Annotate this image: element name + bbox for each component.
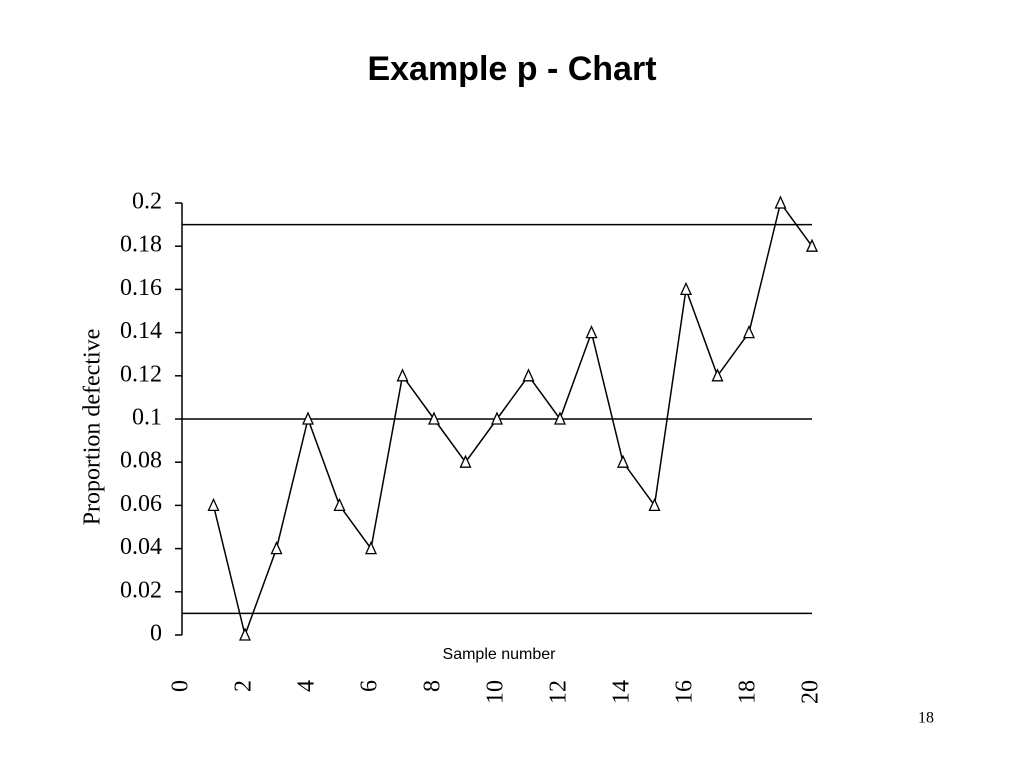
x-tick-label: 16	[672, 680, 698, 704]
data-point	[301, 411, 315, 425]
data-point	[238, 627, 252, 641]
y-tick-label: 0.16	[120, 275, 162, 301]
data-point	[270, 541, 283, 555]
data-point	[427, 411, 441, 425]
y-tick-label: 0.12	[120, 361, 162, 387]
y-tick-label: 0.1	[132, 405, 162, 431]
y-tick-label: 0.18	[120, 232, 162, 258]
data-point	[396, 368, 409, 382]
data-point	[679, 281, 693, 296]
data-point	[742, 325, 756, 339]
data-point	[774, 195, 787, 209]
data-point	[711, 368, 724, 382]
x-tick-label: 0	[168, 680, 194, 692]
y-tick-label: 0.08	[120, 448, 162, 474]
data-point	[585, 325, 598, 339]
data-point	[648, 497, 661, 512]
data-line	[212, 201, 813, 638]
x-tick-label: 18	[735, 680, 761, 704]
x-tick-label: 20	[798, 680, 824, 704]
y-tick-label: 0.14	[120, 318, 162, 344]
data-point	[333, 497, 346, 512]
data-point	[459, 454, 472, 468]
chart-title: Example p - Chart	[367, 50, 656, 88]
data-point	[490, 411, 504, 425]
data-point	[207, 497, 220, 512]
x-tick-label: 4	[294, 680, 320, 692]
y-tick-label: 0.04	[120, 534, 162, 560]
data-point	[805, 238, 819, 252]
data-point	[553, 411, 567, 425]
x-tick-label: 8	[420, 680, 446, 692]
x-tick-label: 12	[546, 680, 572, 704]
y-tick-label: 0.2	[132, 189, 162, 215]
page-number: 18	[918, 710, 934, 727]
y-tick-label: 0.06	[120, 491, 162, 517]
x-tick-label: 6	[357, 680, 383, 692]
y-tick-label: 0.02	[120, 577, 162, 603]
x-tick-label: 10	[483, 680, 509, 704]
y-axis-label: Proportion defective	[80, 329, 106, 526]
x-tick-label: 14	[609, 680, 635, 704]
x-tick-label: 2	[231, 680, 257, 692]
y-tick-label: 0	[150, 621, 162, 647]
data-point	[364, 541, 378, 555]
data-point	[616, 454, 630, 468]
data-point	[522, 368, 535, 382]
x-axis-label: Sample number	[443, 646, 557, 663]
